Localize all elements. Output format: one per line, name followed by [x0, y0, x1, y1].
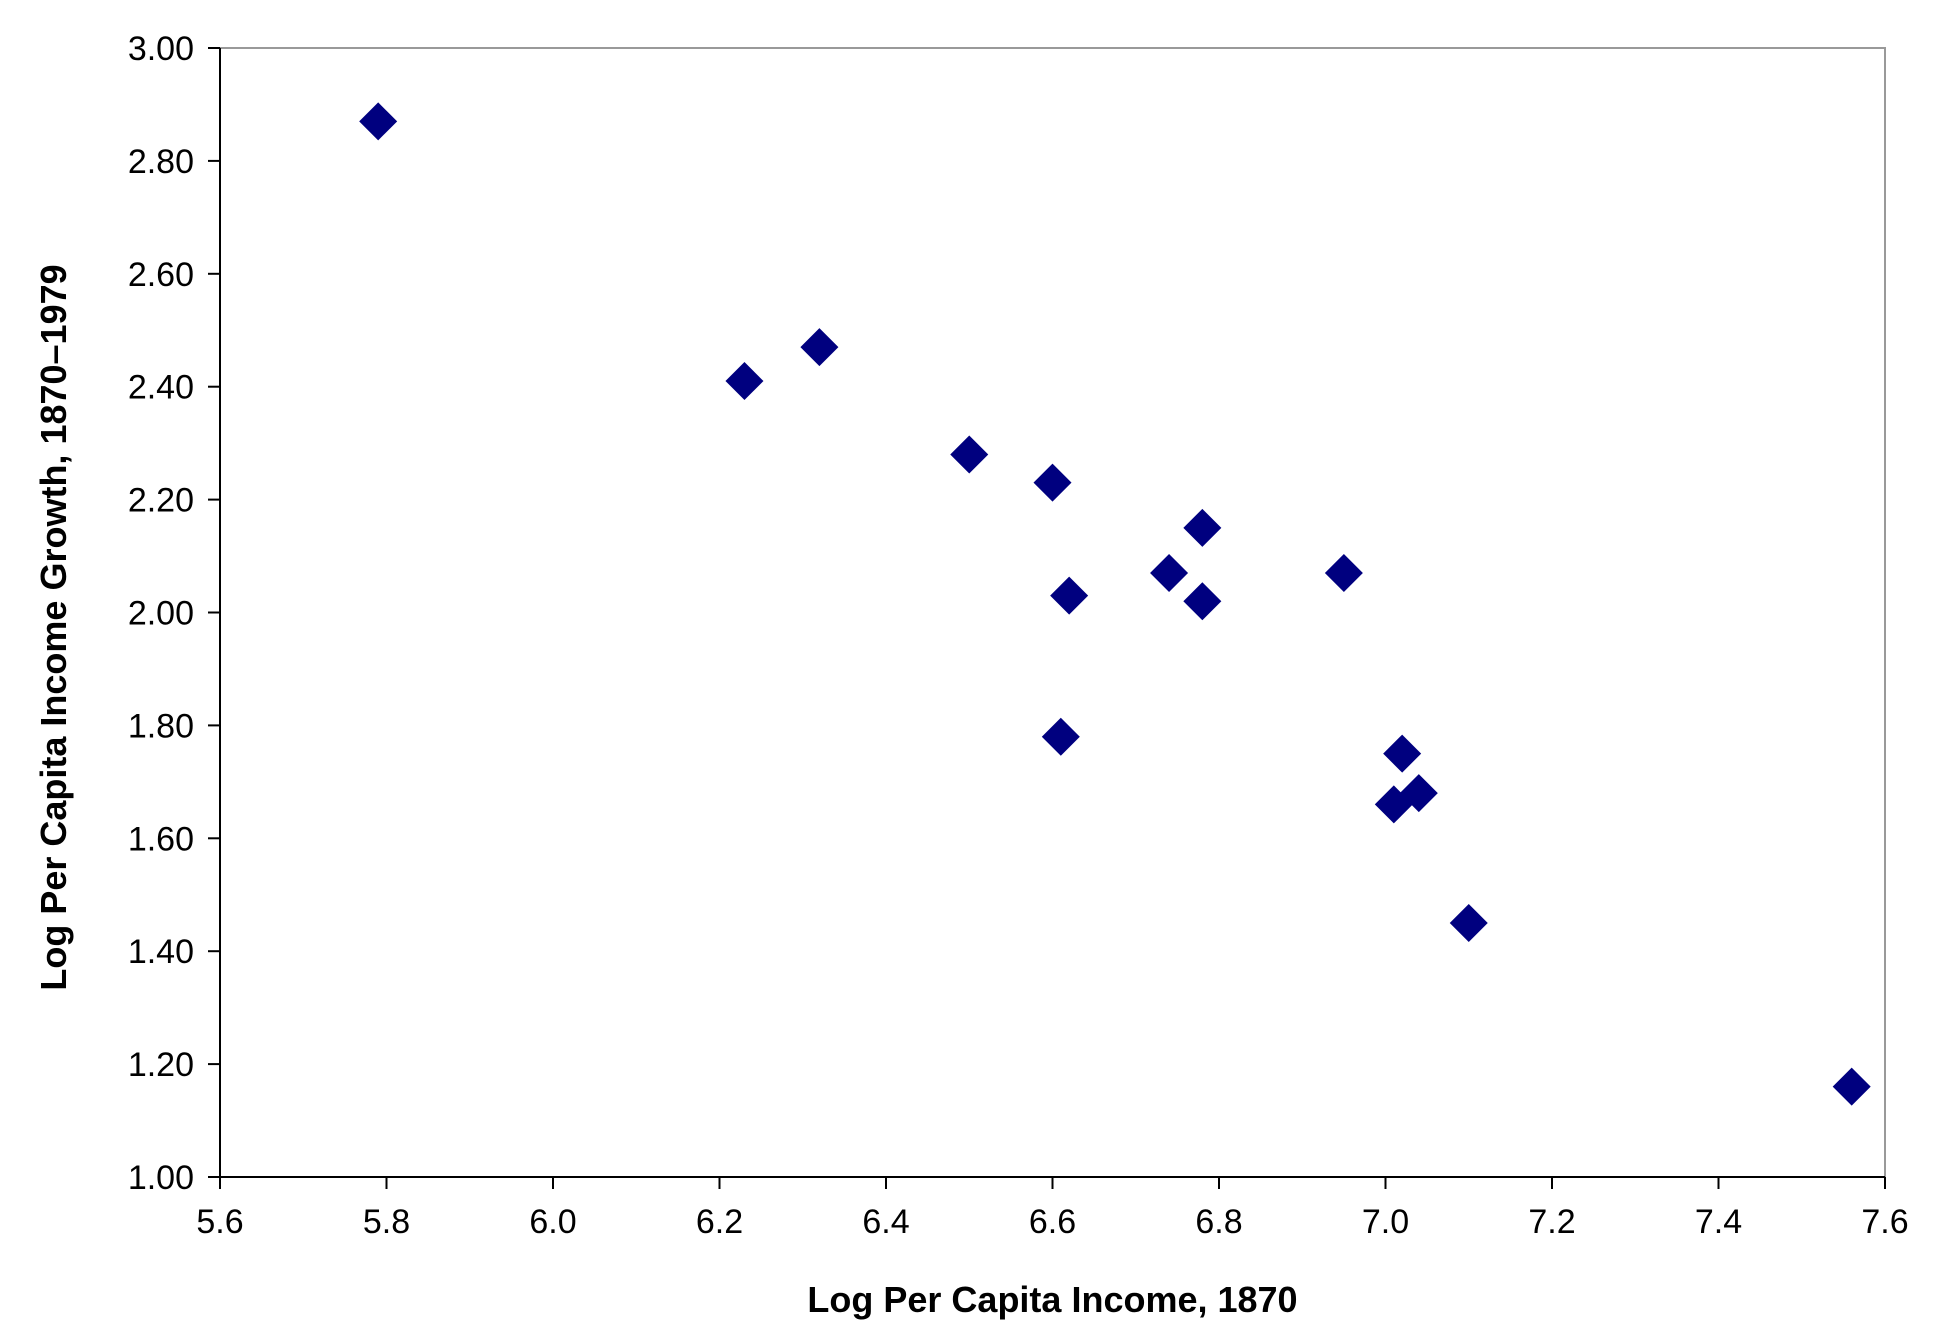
- y-tick-label: 3.00: [128, 30, 194, 68]
- x-tick-label: 7.2: [1528, 1203, 1575, 1241]
- y-tick-label: 2.60: [128, 256, 194, 294]
- data-point: [1041, 717, 1080, 756]
- x-tick-label: 7.6: [1861, 1203, 1908, 1241]
- x-axis-ticks: 5.6 5.8 6.0 6.2 6.4 6.6 6.8 7.0 7.2 7.4 7.6: [196, 1177, 1909, 1241]
- x-tick-label: 5.8: [363, 1203, 410, 1241]
- y-tick-label: 1.40: [128, 933, 194, 971]
- y-tick-label: 2.00: [128, 595, 194, 633]
- data-point: [800, 328, 839, 367]
- data-point: [1399, 774, 1438, 813]
- data-points: [359, 102, 1871, 1106]
- y-tick-label: 2.80: [128, 143, 194, 181]
- x-tick-label: 5.6: [196, 1203, 243, 1241]
- y-axis-ticks: 1.00 1.20 1.40 1.60 1.80 2.00 2.20 2.40 2.60 2.80…: [128, 30, 220, 1197]
- plot-frame: [219, 47, 1886, 1178]
- data-point: [1383, 734, 1422, 773]
- y-tick-label: 1.20: [128, 1046, 194, 1084]
- data-point: [1183, 582, 1222, 621]
- data-point: [1033, 463, 1072, 502]
- data-point: [1832, 1067, 1871, 1106]
- y-tick-label: 2.40: [128, 369, 194, 407]
- x-tick-label: 6.8: [1195, 1203, 1242, 1241]
- x-tick-label: 6.0: [529, 1203, 576, 1241]
- x-tick-label: 6.6: [1029, 1203, 1076, 1241]
- data-point: [1449, 903, 1488, 942]
- x-tick-label: 7.0: [1362, 1203, 1409, 1241]
- x-tick-label: 6.2: [696, 1203, 743, 1241]
- data-point: [1150, 553, 1189, 592]
- y-tick-label: 1.60: [128, 820, 194, 858]
- data-point: [1324, 553, 1363, 592]
- x-tick-label: 6.4: [862, 1203, 909, 1241]
- y-tick-label: 1.00: [128, 1159, 194, 1197]
- y-axis-title: Log Per Capita Income Growth, 1870–1979: [33, 264, 74, 990]
- data-point: [1183, 508, 1222, 547]
- x-tick-label: 7.4: [1695, 1203, 1742, 1241]
- x-axis-title: Log Per Capita Income, 1870: [807, 1279, 1297, 1320]
- data-point: [359, 102, 398, 141]
- data-point: [725, 362, 764, 401]
- y-tick-label: 1.80: [128, 707, 194, 745]
- data-point: [1050, 576, 1089, 615]
- data-point: [950, 435, 989, 474]
- y-tick-label: 2.20: [128, 482, 194, 520]
